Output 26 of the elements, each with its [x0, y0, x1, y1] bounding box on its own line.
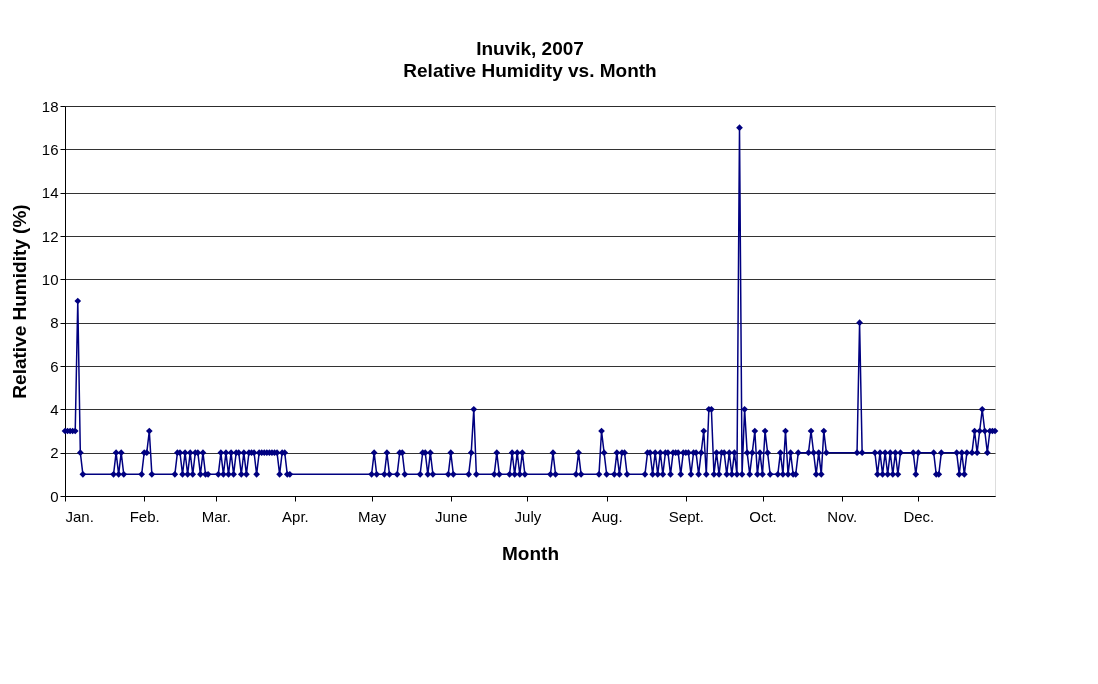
x-tick-label: May: [357, 507, 387, 525]
x-tick-label: Feb.: [129, 507, 160, 525]
x-tick-label: Dec.: [903, 507, 935, 525]
y-tick-label: 16: [41, 140, 59, 158]
y-tick-label: 4: [50, 400, 59, 418]
y-axis-title: Relative Humidity (%): [8, 204, 30, 399]
y-tick-label: 2: [50, 444, 59, 462]
y-tick-label: 12: [41, 227, 59, 245]
y-tick-label: 18: [41, 97, 59, 115]
x-tick-label: Jan.: [65, 507, 94, 525]
y-tick-label: 6: [50, 357, 59, 375]
y-tick-label: 8: [50, 314, 59, 332]
x-tick-label: June: [435, 507, 468, 525]
x-tick-label: July: [514, 507, 542, 525]
y-tick-label: 0: [50, 487, 59, 505]
chart-title: Inuvik, 2007: [476, 38, 584, 59]
y-tick-label: 14: [41, 184, 59, 202]
y-tick-label: 10: [41, 270, 59, 288]
x-axis-title: Month: [502, 542, 559, 564]
x-tick-label: Sept.: [668, 507, 704, 525]
x-tick-label: Oct.: [749, 507, 777, 525]
chart-subtitle: Relative Humidity vs. Month: [403, 60, 657, 81]
x-tick-label: Nov.: [827, 507, 858, 525]
x-tick-label: Aug.: [591, 507, 623, 525]
x-tick-label: Apr.: [282, 507, 309, 525]
x-tick-label: Mar.: [201, 507, 231, 525]
